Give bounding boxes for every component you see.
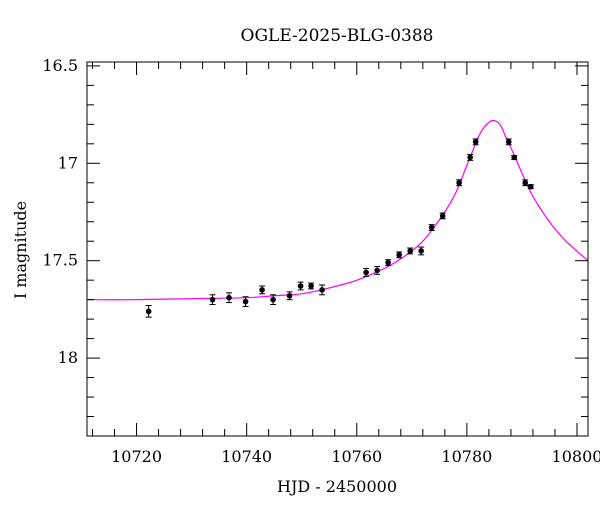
- data-point: [259, 285, 266, 295]
- x-tick-label: 10720: [111, 447, 162, 466]
- y-axis-label: I magnitude: [11, 201, 30, 299]
- data-point-marker: [428, 224, 435, 231]
- data-point-marker: [242, 298, 249, 305]
- axis-ticks-layer: 10720 10740 10760 10780 10800 16.5 17 17.5 18: [42, 56, 600, 466]
- data-point: [428, 224, 435, 231]
- data-point-marker: [467, 154, 473, 161]
- data-point-marker: [297, 283, 304, 289]
- x-tick-label: 10780: [441, 447, 492, 466]
- data-point-marker: [522, 179, 529, 186]
- data-point: [472, 138, 479, 146]
- data-point-marker: [308, 283, 314, 289]
- plot-area: [86, 61, 589, 437]
- x-tick-label: 10760: [331, 447, 382, 466]
- data-point: [374, 266, 381, 275]
- data-point-marker: [286, 292, 293, 299]
- data-point: [522, 179, 529, 187]
- model-curve-layer: [87, 119, 588, 301]
- data-point-marker: [270, 296, 276, 303]
- data-point: [407, 247, 414, 255]
- data-point-marker: [439, 213, 446, 219]
- data-point: [308, 282, 315, 290]
- data-point: [297, 281, 304, 291]
- data-point: [270, 294, 277, 306]
- data-point: [456, 179, 463, 187]
- data-point: [418, 246, 425, 256]
- data-point-marker: [363, 269, 369, 276]
- x-tick-label: 10800: [552, 447, 600, 466]
- data-point: [226, 292, 233, 304]
- data-point: [527, 183, 534, 190]
- data-point-marker: [456, 179, 462, 186]
- data-point: [385, 259, 392, 267]
- data-point-marker: [418, 248, 424, 254]
- chart-title: OGLE-2025-BLG-0388: [241, 26, 434, 46]
- y-tick-label: 18: [58, 348, 78, 367]
- data-point-marker: [209, 296, 216, 303]
- data-point-marker: [259, 287, 265, 293]
- data-point: [209, 294, 216, 306]
- data-point: [439, 212, 446, 220]
- y-tick-label: 17: [58, 153, 78, 172]
- data-point-marker: [472, 139, 479, 145]
- data-point-marker: [226, 294, 232, 301]
- x-axis-label: HJD - 2450000: [277, 477, 397, 496]
- x-tick-label: 10740: [221, 447, 272, 466]
- data-point: [396, 251, 403, 259]
- data-point-marker: [396, 252, 402, 258]
- data-point: [319, 284, 326, 296]
- data-point: [505, 138, 512, 146]
- data-point-marker: [407, 248, 413, 254]
- model-curve: [87, 119, 588, 301]
- y-tick-label: 16.5: [42, 56, 78, 75]
- plot-frame: [86, 61, 589, 437]
- data-point: [242, 296, 249, 307]
- data-point: [286, 291, 293, 301]
- data-point-marker: [527, 183, 534, 190]
- data-point: [467, 154, 474, 161]
- data-point-marker: [374, 267, 380, 274]
- data-point-marker: [319, 287, 325, 293]
- data-point: [511, 154, 518, 161]
- data-point-marker: [145, 308, 152, 315]
- y-tick-label: 17.5: [42, 251, 78, 270]
- data-point-marker: [505, 139, 512, 145]
- data-points-layer: [145, 138, 534, 318]
- data-point: [145, 304, 152, 318]
- data-point-marker: [511, 154, 518, 161]
- data-point: [363, 267, 370, 277]
- data-point-marker: [385, 259, 391, 266]
